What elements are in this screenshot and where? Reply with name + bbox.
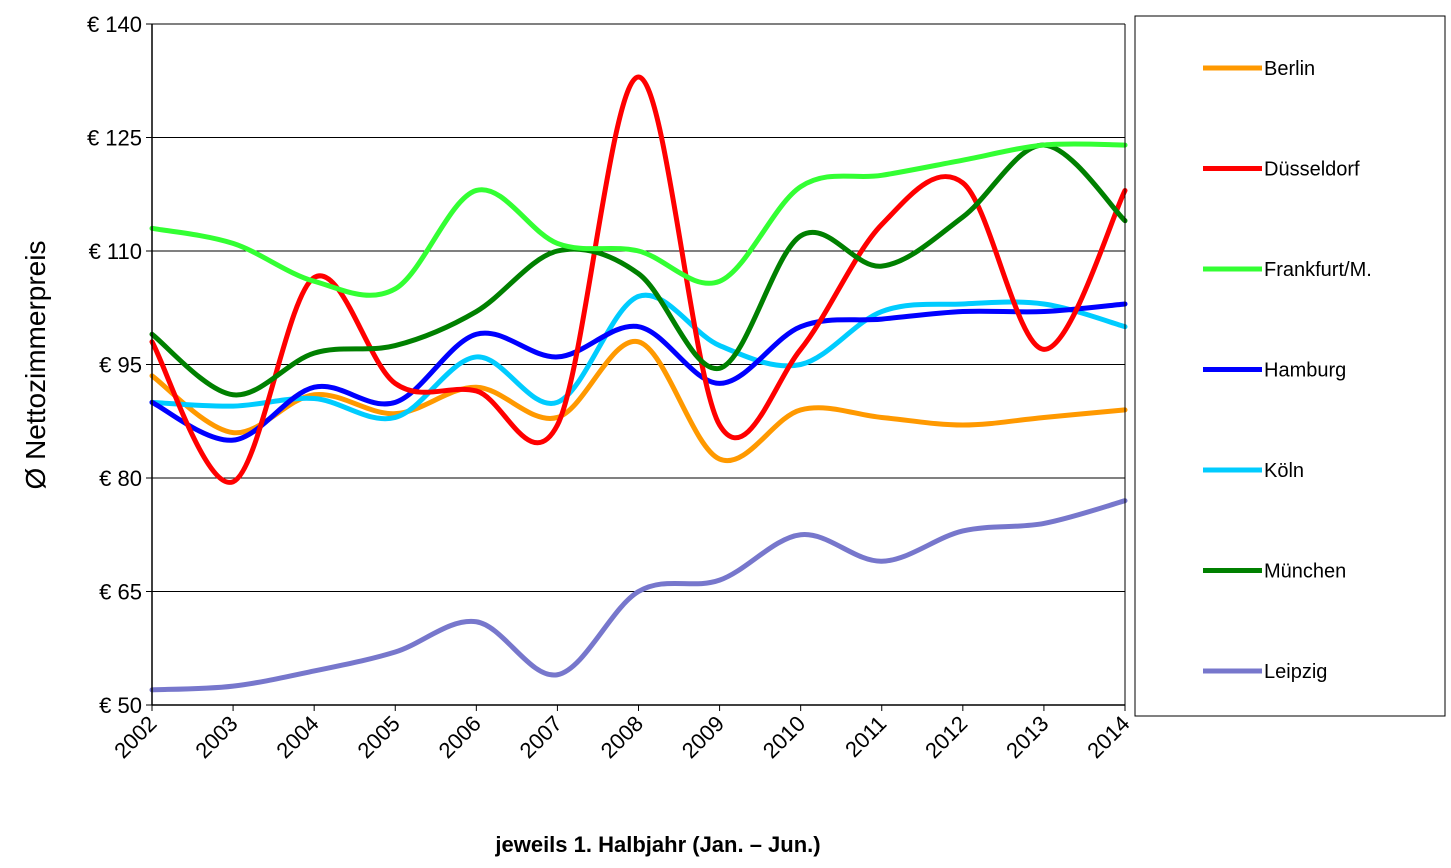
legend: Berlin Düsseldorf Frankfurt/M. Hamburg Köln M…	[1134, 15, 1446, 717]
x-tick-label: 2014	[1082, 711, 1134, 763]
legend-box	[1134, 15, 1446, 717]
x-tick-label: 2009	[677, 711, 729, 763]
y-tick-label: € 50	[99, 693, 142, 718]
y-tick-label: € 125	[87, 126, 142, 151]
y-tick-label: € 110	[89, 239, 142, 264]
x-tick-label: 2006	[434, 711, 486, 763]
x-axis-ticks: 2002 2003 2004 2005 2006 2007 2008 2009 2010 2011…	[109, 705, 1135, 763]
series-line-leipzig	[149, 498, 1128, 693]
series-line-düsseldorf	[149, 74, 1128, 485]
legend-label: Berlin	[1264, 58, 1315, 80]
series-line-köln	[149, 292, 1128, 422]
x-tick-label: 2007	[515, 711, 567, 763]
series-line-frankfurtm	[149, 141, 1128, 298]
y-axis-ticks: € 50 € 65 € 80 € 95 € 110 € 125 € 140	[87, 12, 152, 718]
x-tick-label: 2002	[109, 711, 161, 763]
series-lines	[149, 74, 1128, 693]
x-tick-label: 2003	[190, 711, 242, 763]
y-tick-label: € 80	[99, 466, 142, 491]
legend-label: Hamburg	[1264, 360, 1346, 382]
legend-label: München	[1264, 561, 1346, 583]
x-tick-label: 2012	[920, 711, 972, 763]
x-axis-title: jeweils 1. Halbjahr (Jan. – Jun.)	[494, 832, 820, 857]
x-tick-label: 2005	[352, 711, 404, 763]
x-tick-label: 2008	[596, 711, 648, 763]
y-tick-label: € 65	[99, 580, 142, 605]
x-tick-label: 2004	[271, 711, 323, 763]
y-tick-label: € 95	[99, 353, 142, 378]
legend-label: Düsseldorf	[1264, 159, 1360, 181]
legend-label: Leipzig	[1264, 661, 1327, 683]
y-axis-title: Ø Nettozimmerpreis	[20, 241, 51, 490]
y-tick-label: € 140	[87, 12, 142, 37]
x-tick-label: 2011	[840, 711, 891, 762]
gridlines	[152, 23, 1125, 706]
series-line-hamburg	[149, 301, 1128, 443]
legend-label: Köln	[1264, 460, 1304, 482]
x-tick-label: 2010	[758, 711, 810, 763]
x-tick-label: 2013	[1001, 711, 1053, 763]
legend-label: Frankfurt/M.	[1264, 259, 1372, 281]
series-line-münchen	[149, 142, 1128, 398]
series-line-berlin	[149, 339, 1128, 464]
